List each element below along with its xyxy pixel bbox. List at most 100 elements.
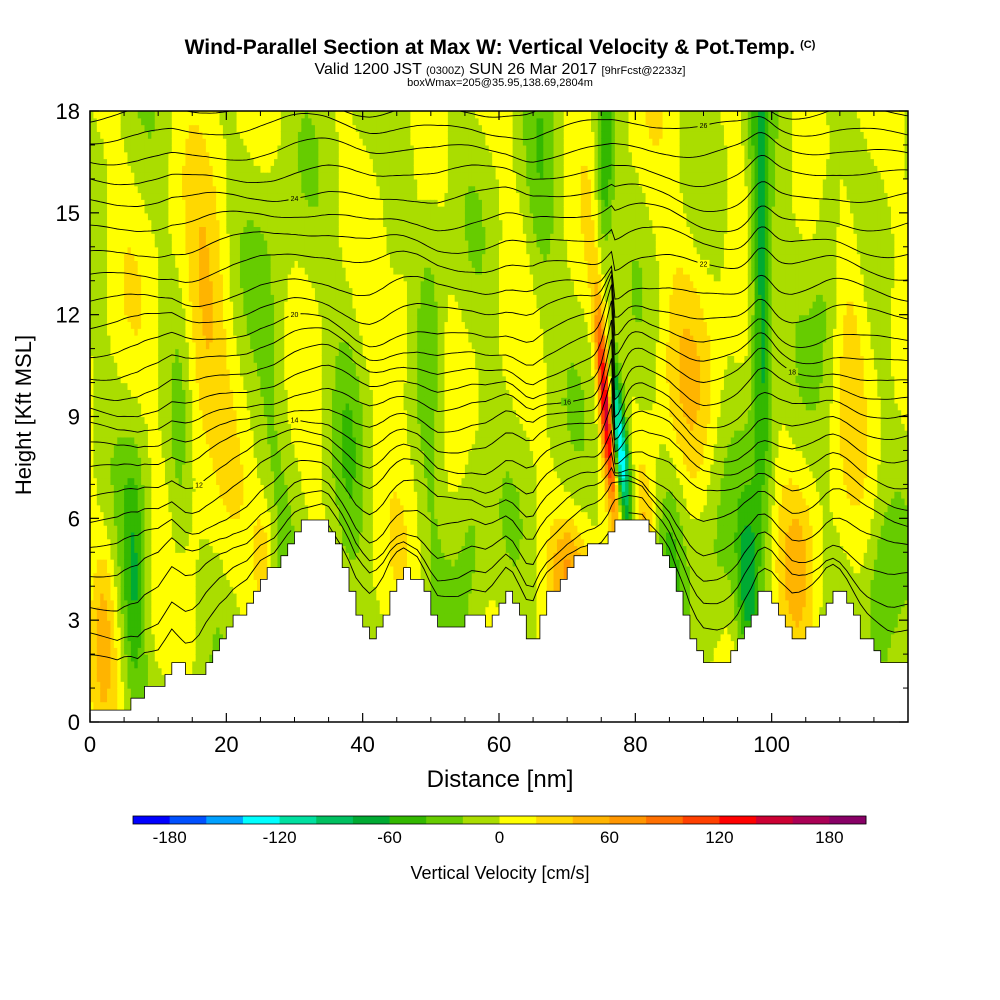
velocity-cell (246, 273, 251, 282)
velocity-cell (253, 389, 258, 397)
velocity-cell (243, 355, 248, 363)
velocity-cell (226, 144, 231, 153)
velocity-cell (246, 423, 251, 431)
velocity-cell (124, 586, 129, 594)
velocity-cell (192, 138, 197, 146)
velocity-cell (161, 484, 166, 492)
velocity-cell (130, 273, 135, 282)
velocity-cell (270, 552, 275, 560)
velocity-cell (100, 307, 105, 316)
velocity-cell (164, 559, 169, 567)
velocity-cell (158, 504, 163, 513)
velocity-cell (113, 219, 118, 228)
velocity-cell (192, 382, 197, 390)
velocity-cell (161, 199, 166, 207)
velocity-cell (158, 206, 163, 214)
velocity-cell (250, 321, 255, 329)
velocity-cell (243, 430, 248, 438)
velocity-cell (253, 144, 258, 153)
velocity-cell (100, 341, 105, 350)
velocity-cell (161, 402, 166, 411)
velocity-cell (134, 246, 139, 255)
velocity-cell (130, 260, 135, 268)
velocity-cell (161, 151, 166, 160)
velocity-cell (93, 423, 98, 431)
velocity-cell (100, 538, 105, 547)
velocity-cell (147, 172, 152, 180)
velocity-cell (246, 287, 251, 295)
velocity-cell (219, 348, 224, 356)
velocity-cell (270, 511, 275, 519)
velocity-cell (113, 497, 118, 506)
velocity-cell (127, 246, 132, 255)
velocity-cell (161, 117, 166, 126)
velocity-cell (90, 667, 95, 676)
velocity-cell (96, 253, 101, 261)
velocity-cell (100, 199, 105, 207)
velocity-cell (96, 219, 101, 228)
velocity-cell (141, 158, 146, 166)
velocity-cell (113, 396, 118, 404)
velocity-cell (257, 273, 262, 282)
velocity-cell (182, 124, 187, 132)
velocity-cell (120, 511, 125, 519)
velocity-cell (229, 409, 234, 418)
velocity-cell (110, 525, 115, 533)
velocity-cell (222, 253, 227, 261)
velocity-cell (161, 531, 166, 540)
velocity-cell (141, 497, 146, 506)
velocity-cell (209, 464, 214, 472)
velocity-cell (195, 348, 200, 356)
velocity-cell (229, 355, 234, 363)
velocity-cell (134, 572, 139, 581)
velocity-cell (151, 199, 156, 207)
velocity-cell (141, 423, 146, 431)
velocity-cell (151, 402, 156, 411)
velocity-cell (233, 219, 238, 228)
velocity-cell (154, 640, 159, 648)
velocity-cell (229, 321, 234, 329)
velocity-cell (113, 192, 118, 200)
velocity-cell (188, 158, 193, 166)
velocity-cell (182, 579, 187, 587)
velocity-cell (107, 192, 112, 200)
velocity-cell (239, 430, 244, 438)
velocity-cell (103, 660, 108, 669)
velocity-cell (151, 667, 156, 676)
velocity-cell (117, 348, 122, 356)
velocity-cell (212, 402, 217, 411)
velocity-cell (270, 362, 275, 370)
velocity-cell (147, 348, 152, 356)
velocity-cell (93, 396, 98, 404)
velocity-cell (100, 457, 105, 465)
velocity-cell (154, 192, 159, 200)
velocity-cell (253, 260, 258, 268)
velocity-cell (195, 280, 200, 289)
velocity-cell (185, 443, 190, 452)
velocity-cell (141, 633, 146, 642)
velocity-cell (236, 416, 241, 424)
velocity-cell (178, 301, 183, 309)
velocity-cell (236, 511, 241, 519)
velocity-cell (175, 586, 180, 594)
velocity-cell (226, 599, 231, 608)
velocity-cell (205, 341, 210, 350)
velocity-cell (103, 192, 108, 200)
velocity-cell (267, 355, 272, 363)
velocity-cell (243, 158, 248, 166)
velocity-cell (267, 192, 272, 200)
velocity-cell (171, 633, 176, 642)
velocity-cell (124, 375, 129, 384)
velocity-cell (117, 701, 122, 710)
velocity-cell (178, 280, 183, 289)
velocity-cell (219, 294, 224, 302)
velocity-cell (103, 158, 108, 166)
velocity-cell (96, 206, 101, 214)
velocity-cell (263, 267, 268, 275)
velocity-cell (168, 111, 173, 119)
velocity-cell (175, 212, 180, 221)
velocity-cell (222, 409, 227, 418)
velocity-cell (168, 253, 173, 261)
velocity-cell (205, 219, 210, 228)
velocity-cell (107, 307, 112, 316)
